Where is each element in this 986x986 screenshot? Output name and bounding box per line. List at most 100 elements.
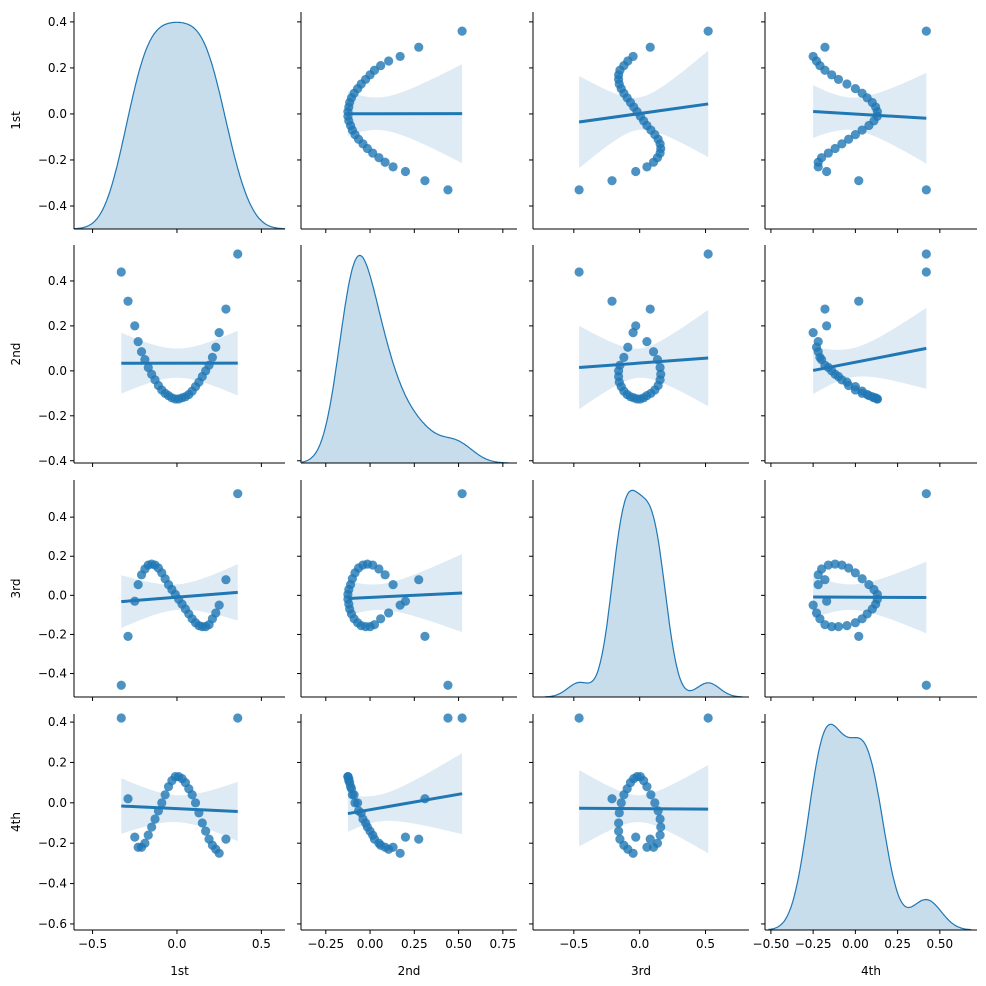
scatter-point: [201, 826, 211, 836]
regression-line: [813, 595, 927, 600]
scatter-point: [420, 631, 430, 641]
scatter-point: [816, 564, 827, 574]
scatter-point: [214, 328, 224, 338]
x-axis-label: 2nd: [398, 964, 421, 978]
scatter-point: [130, 832, 140, 842]
scatter-point: [655, 362, 665, 373]
scatter-point: [820, 304, 830, 314]
scatter-point: [116, 680, 126, 690]
scatter-point: [369, 834, 380, 844]
scatter-point: [844, 134, 854, 144]
scatter-point: [811, 342, 822, 352]
panel-3rd-vs-4th: [761, 480, 977, 701]
kde-line: [768, 723, 972, 931]
panel-2nd-vs-3rd: [529, 245, 749, 467]
y-tick-label: 0.2: [48, 549, 67, 563]
scatter-point: [827, 70, 837, 80]
scatter-point: [376, 614, 386, 624]
scatter-point: [854, 296, 864, 306]
x-tick-label: 0.0: [167, 937, 186, 951]
scatter-point: [211, 342, 221, 352]
y-tick-label: 0.2: [48, 319, 67, 333]
panel-4th-vs-1st: −0.5 0.0 0.5 −0.6 −0.4 −0.2 0.0 0.2 0.4: [38, 713, 285, 951]
confidence-band: [579, 50, 709, 169]
scatter-point: [830, 559, 840, 569]
scatter-point: [614, 826, 624, 836]
scatter-point: [921, 267, 931, 277]
scatter-point: [349, 790, 359, 800]
scatter-point: [221, 304, 231, 314]
regression-line: [121, 590, 238, 604]
scatter-point: [395, 848, 405, 858]
scatter-point: [443, 680, 453, 690]
scatter-point: [703, 713, 713, 723]
panel-3rd-vs-1st: −0.4 −0.2 0.0 0.2 0.4: [38, 480, 285, 701]
y-tick-label: 0.0: [48, 107, 67, 121]
panel-2nd-vs-1st: −0.4 −0.2 0.0 0.2 0.4: [38, 245, 285, 468]
scatter-point: [650, 798, 660, 808]
scatter-point: [857, 125, 867, 135]
x-tick-label: −0.25: [795, 937, 832, 951]
y-axis-label: 3rd: [9, 579, 23, 599]
panel-4th-vs-4th: −0.50 −0.25 0.00 0.25 0.50: [753, 714, 977, 951]
x-tick-label: 0.50: [926, 937, 953, 951]
scatter-point: [823, 560, 833, 570]
y-tick-label: −0.2: [38, 627, 67, 641]
scatter-point: [645, 304, 655, 314]
scatter-point: [384, 844, 394, 854]
scatter-point: [380, 570, 390, 580]
y-tick-label: −0.6: [38, 917, 67, 931]
scatter-point: [656, 822, 666, 832]
scatter-point: [140, 838, 150, 848]
scatter-point: [857, 386, 867, 396]
scatter-point: [628, 848, 638, 858]
scatter-point: [123, 794, 133, 804]
scatter-point: [921, 26, 931, 36]
panel-1st-vs-3rd: [529, 12, 749, 233]
x-tick-label: 0.25: [401, 937, 428, 951]
x-tick-label: −0.5: [559, 937, 588, 951]
y-tick-label: 0.0: [48, 796, 67, 810]
scatter-point: [822, 166, 832, 177]
scatter-point: [921, 185, 931, 195]
scatter-point: [414, 42, 424, 52]
y-axis-label: 4th: [9, 812, 23, 832]
scatter-point: [420, 176, 430, 186]
scatter-point: [233, 489, 243, 499]
scatter-point: [833, 622, 844, 632]
y-tick-label: −0.4: [38, 667, 67, 681]
y-axis-label: 2nd: [9, 343, 23, 366]
x-axis-label: 1st: [170, 964, 189, 978]
y-tick-label: −0.2: [38, 409, 67, 423]
scatter-point: [822, 596, 832, 606]
scatter-point: [645, 42, 655, 52]
scatter-point: [808, 328, 818, 338]
scatter-point: [842, 79, 852, 89]
scatter-point: [850, 84, 860, 94]
panel-3rd-vs-3rd: [529, 480, 749, 701]
scatter-point: [833, 74, 844, 85]
scatter-point: [607, 794, 617, 804]
scatter-point: [384, 56, 394, 66]
scatter-point: [655, 830, 665, 840]
scatter-point: [619, 790, 629, 800]
y-tick-label: −0.2: [38, 836, 67, 850]
scatter-point: [614, 818, 624, 828]
scatter-point: [221, 575, 231, 585]
scatter-point: [619, 352, 629, 362]
scatter-point: [857, 614, 867, 624]
x-tick-label: −0.50: [753, 937, 790, 951]
scatter-point: [837, 139, 847, 149]
kde-line: [301, 254, 509, 464]
regression-line: [812, 346, 927, 372]
regression-line: [347, 591, 463, 601]
scatter-point: [921, 249, 931, 259]
scatter-point: [157, 798, 167, 808]
scatter-point: [376, 61, 386, 71]
scatter-point: [811, 608, 822, 618]
scatter-point: [830, 143, 840, 154]
y-tick-label: −0.4: [38, 454, 67, 468]
y-tick-label: 0.4: [48, 274, 67, 288]
scatter-point: [384, 608, 394, 618]
panel-2nd-vs-4th: [761, 245, 977, 467]
